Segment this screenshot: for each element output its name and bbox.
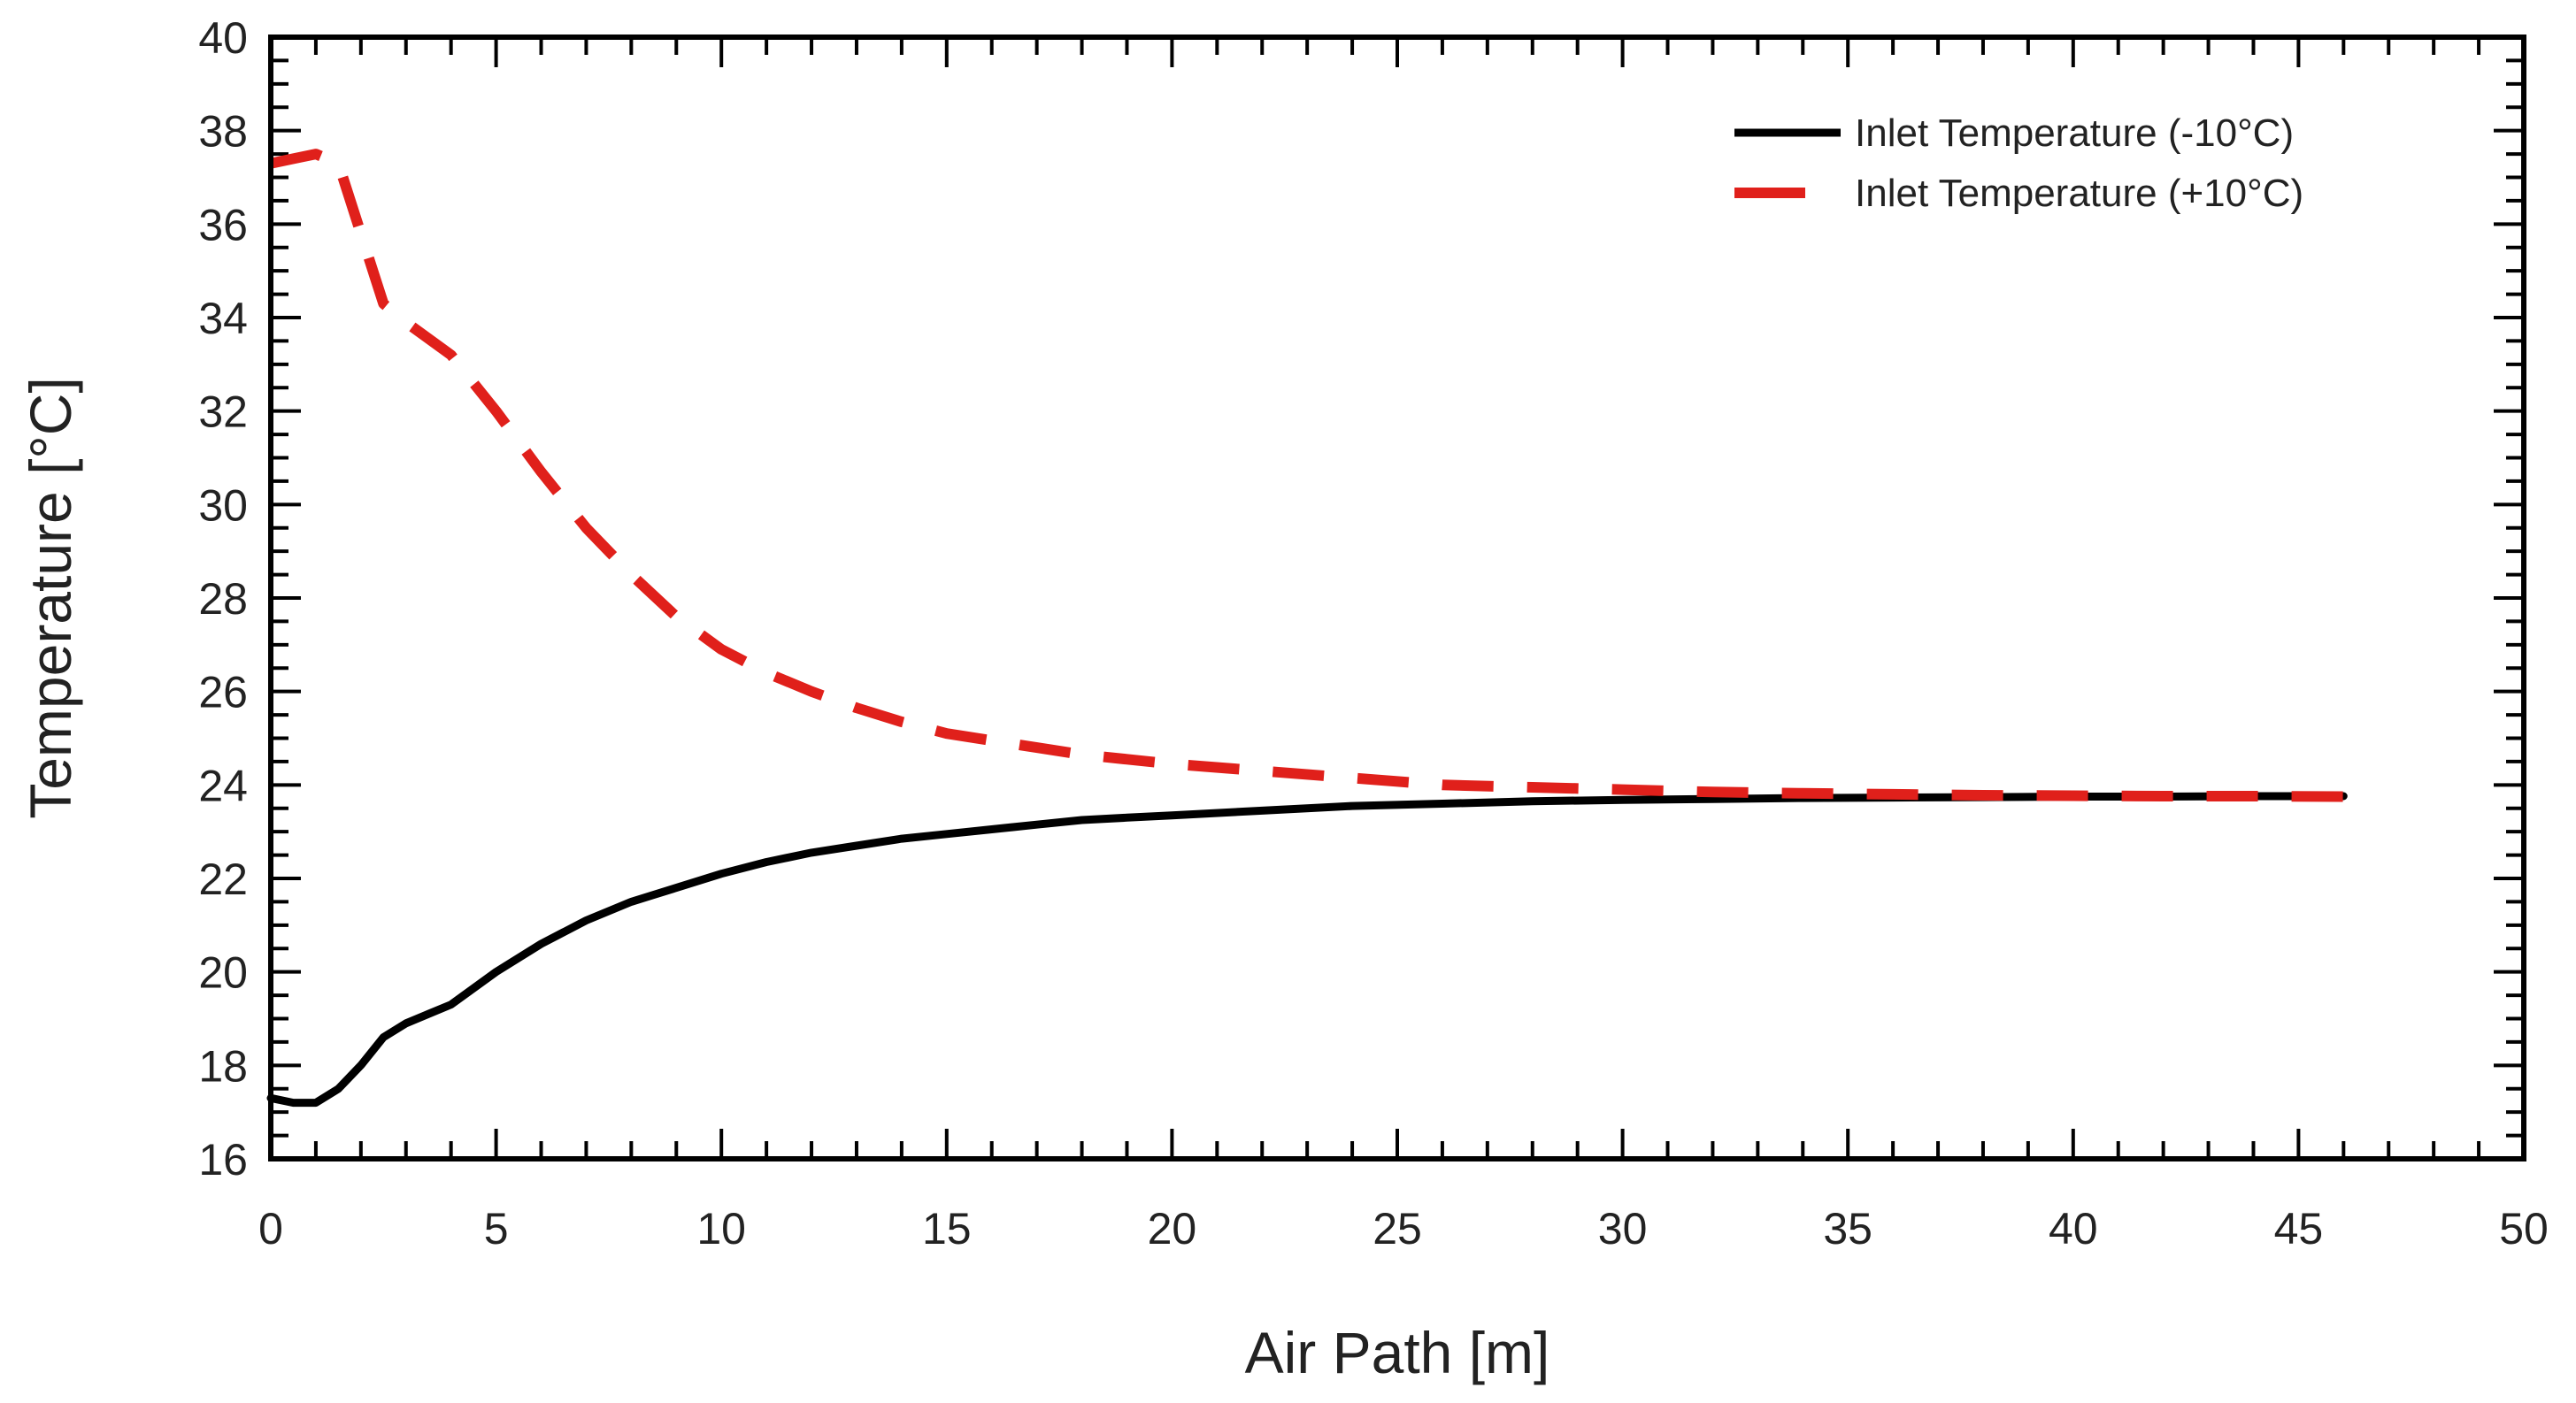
x-tick-label: 20 <box>1148 1204 1197 1254</box>
legend-label-series-1: Inlet Temperature (-10°C) <box>1855 111 2294 155</box>
x-tick-label: 30 <box>1598 1204 1648 1254</box>
x-tick-label: 5 <box>484 1204 509 1254</box>
x-tick-label: 50 <box>2499 1204 2549 1254</box>
x-tick-label: 0 <box>258 1204 283 1254</box>
y-tick-label: 18 <box>198 1041 248 1091</box>
legend-label-series-2: Inlet Temperature (+10°C) <box>1855 172 2303 215</box>
y-tick-label: 24 <box>198 761 248 810</box>
x-tick-label: 15 <box>922 1204 972 1254</box>
series-line-1 <box>266 792 2348 1108</box>
plot-frame <box>268 34 2526 1162</box>
series-line-2 <box>269 149 2344 802</box>
x-tick-label: 45 <box>2274 1204 2324 1254</box>
y-tick-label: 16 <box>198 1135 248 1184</box>
axis-ticks <box>269 35 2526 1161</box>
x-tick-label: 10 <box>696 1204 746 1254</box>
x-tick-labels: 0 5 10 15 20 25 30 35 40 45 50 <box>258 1204 2549 1254</box>
y-tick-labels: 16 18 20 22 24 26 28 30 32 34 36 38 40 <box>198 13 248 1184</box>
y-tick-label: 20 <box>198 948 248 998</box>
y-tick-label: 26 <box>198 668 248 717</box>
x-tick-label: 35 <box>1823 1204 1872 1254</box>
x-tick-label: 25 <box>1373 1204 1422 1254</box>
y-tick-label: 40 <box>198 13 248 63</box>
x-tick-label: 40 <box>2049 1204 2098 1254</box>
legend: Inlet Temperature (-10°C) Inlet Temperat… <box>1734 111 2303 215</box>
y-tick-label: 28 <box>198 574 248 624</box>
y-tick-label: 38 <box>198 107 248 157</box>
y-tick-label: 36 <box>198 200 248 249</box>
plot-series <box>266 149 2348 1108</box>
x-axis-title: Air Path [m] <box>1245 1320 1550 1385</box>
y-tick-label: 30 <box>198 480 248 530</box>
y-tick-label: 32 <box>198 387 248 437</box>
y-axis-title: Temperature [°C] <box>18 377 83 819</box>
y-tick-label: 34 <box>198 294 248 343</box>
y-tick-label: 22 <box>198 855 248 904</box>
